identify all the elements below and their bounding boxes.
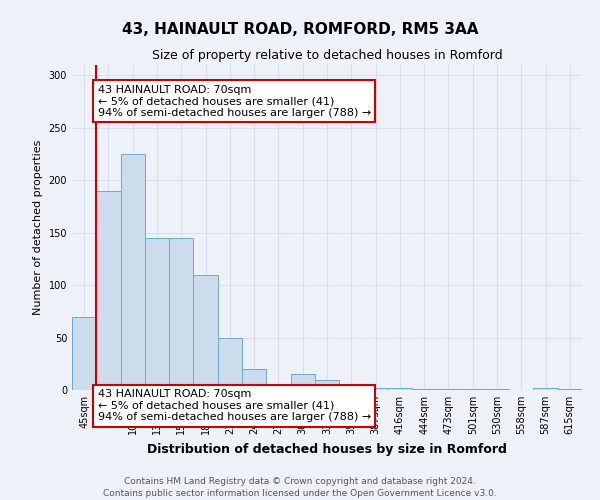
Bar — [485, 389, 509, 390]
Text: Contains HM Land Registry data © Crown copyright and database right 2024.
Contai: Contains HM Land Registry data © Crown c… — [103, 476, 497, 498]
Bar — [315, 380, 339, 390]
Bar — [193, 274, 218, 390]
Bar — [72, 316, 96, 390]
Bar — [461, 389, 485, 390]
Bar — [339, 385, 364, 390]
Bar — [169, 238, 193, 390]
Bar — [145, 238, 169, 390]
Bar — [558, 389, 582, 390]
Bar — [218, 338, 242, 390]
Bar — [388, 388, 412, 390]
Title: Size of property relative to detached houses in Romford: Size of property relative to detached ho… — [152, 50, 502, 62]
Bar — [533, 388, 558, 390]
Bar — [364, 388, 388, 390]
Bar — [436, 389, 461, 390]
Bar — [242, 369, 266, 390]
Text: 43, HAINAULT ROAD, ROMFORD, RM5 3AA: 43, HAINAULT ROAD, ROMFORD, RM5 3AA — [122, 22, 478, 38]
Y-axis label: Number of detached properties: Number of detached properties — [33, 140, 43, 315]
Bar — [96, 191, 121, 390]
Bar — [266, 385, 290, 390]
Text: 43 HAINAULT ROAD: 70sqm
← 5% of detached houses are smaller (41)
94% of semi-det: 43 HAINAULT ROAD: 70sqm ← 5% of detached… — [97, 389, 371, 422]
Text: 43 HAINAULT ROAD: 70sqm
← 5% of detached houses are smaller (41)
94% of semi-det: 43 HAINAULT ROAD: 70sqm ← 5% of detached… — [97, 84, 371, 117]
X-axis label: Distribution of detached houses by size in Romford: Distribution of detached houses by size … — [147, 442, 507, 456]
Bar — [412, 389, 436, 390]
Bar — [121, 154, 145, 390]
Bar — [290, 374, 315, 390]
